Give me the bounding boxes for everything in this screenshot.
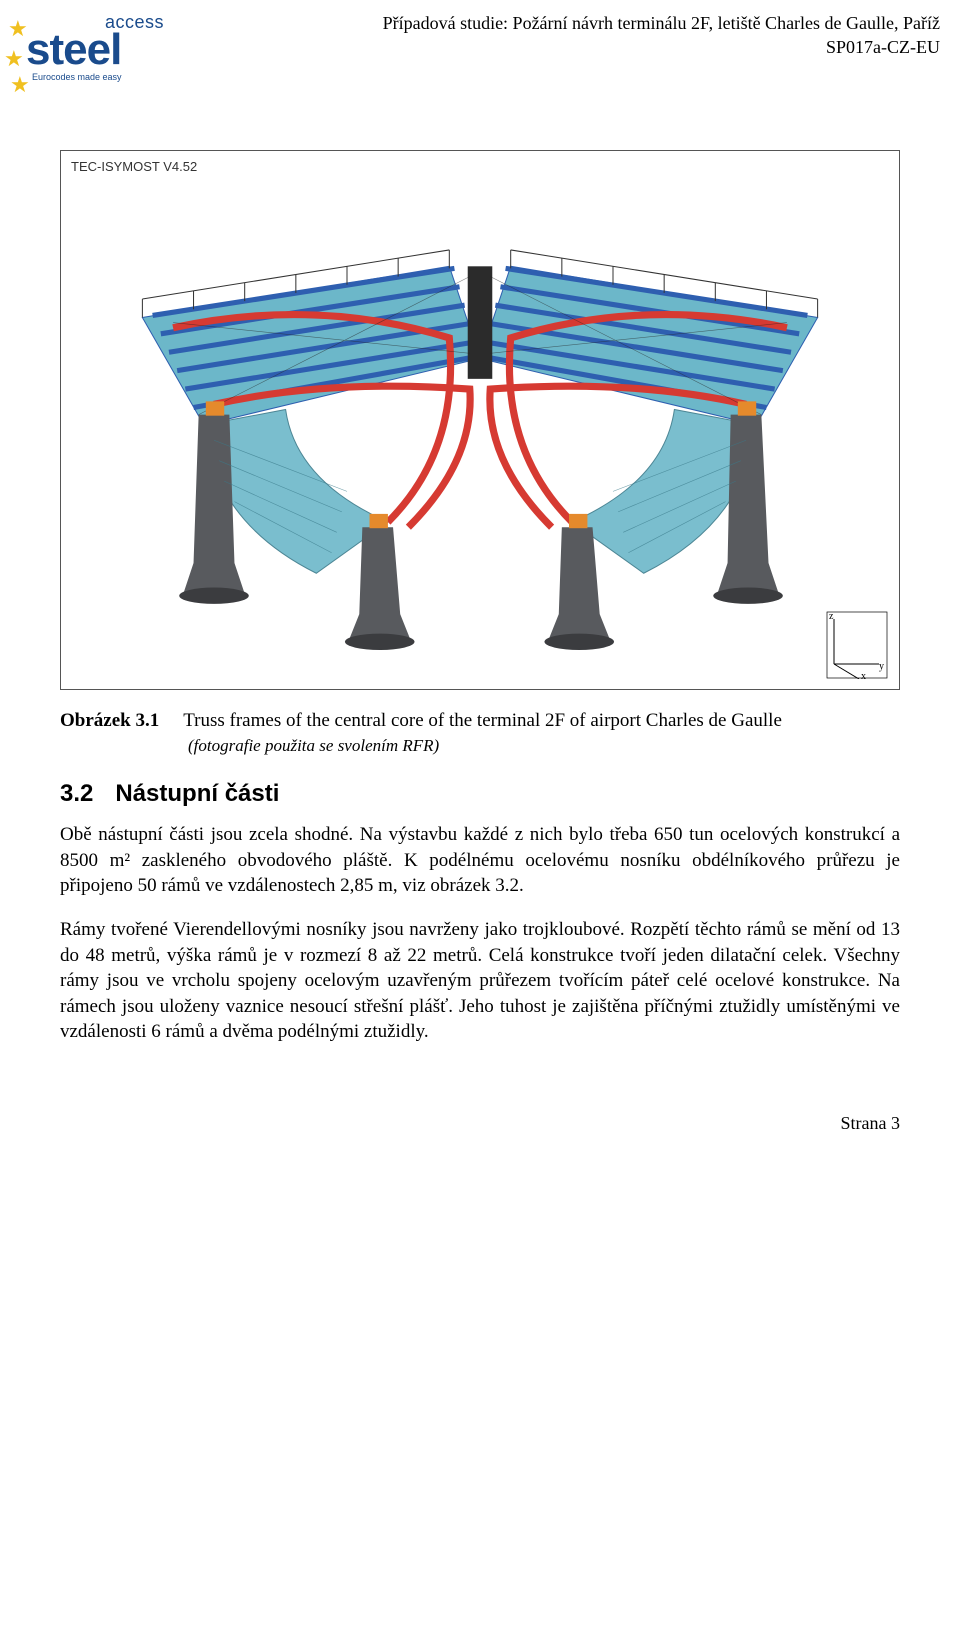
diagram-canvas	[81, 181, 879, 679]
paragraph-2: Rámy tvořené Vierendellovými nosníky jso…	[60, 917, 900, 1045]
logo: ★ ★ ★ access steel Eurocodes made easy	[10, 10, 170, 100]
section-title: Nástupní části	[115, 780, 279, 808]
star-icon: ★	[8, 16, 28, 42]
page-footer: Strana 3	[0, 1083, 960, 1154]
section-number: 3.2	[60, 780, 93, 808]
doc-code: SP017a-CZ-EU	[170, 37, 940, 58]
paragraph-1: Obě nástupní části jsou zcela shodné. Na…	[60, 822, 900, 899]
logo-steel-text: steel	[26, 28, 121, 72]
truss-diagram-svg	[81, 181, 879, 679]
svg-text:y: y	[879, 661, 884, 672]
page-content: TEC-ISYMOST V4.52	[0, 100, 960, 1083]
figure-3-1: TEC-ISYMOST V4.52	[60, 150, 900, 690]
figure-caption-text: Truss frames of the central core of the …	[183, 710, 782, 732]
axes-icon: z y x	[819, 609, 889, 679]
svg-text:z: z	[829, 611, 834, 622]
figure-label: Obrázek 3.1	[60, 710, 159, 732]
page-number: Strana 3	[841, 1113, 900, 1133]
figure-source: (fotografie použita se svolením RFR)	[188, 736, 900, 756]
star-icon: ★	[10, 72, 30, 98]
software-label: TEC-ISYMOST V4.52	[71, 159, 197, 174]
figure-caption: Obrázek 3.1 Truss frames of the central …	[60, 710, 900, 732]
page-header: ★ ★ ★ access steel Eurocodes made easy P…	[0, 0, 960, 100]
header-text: Případová studie: Požární návrh terminál…	[170, 10, 940, 58]
logo-tagline: Eurocodes made easy	[32, 72, 122, 82]
doc-title: Případová studie: Požární návrh terminál…	[170, 12, 940, 35]
star-icon: ★	[4, 46, 24, 72]
section-3-2-heading: 3.2 Nástupní části	[60, 780, 900, 808]
